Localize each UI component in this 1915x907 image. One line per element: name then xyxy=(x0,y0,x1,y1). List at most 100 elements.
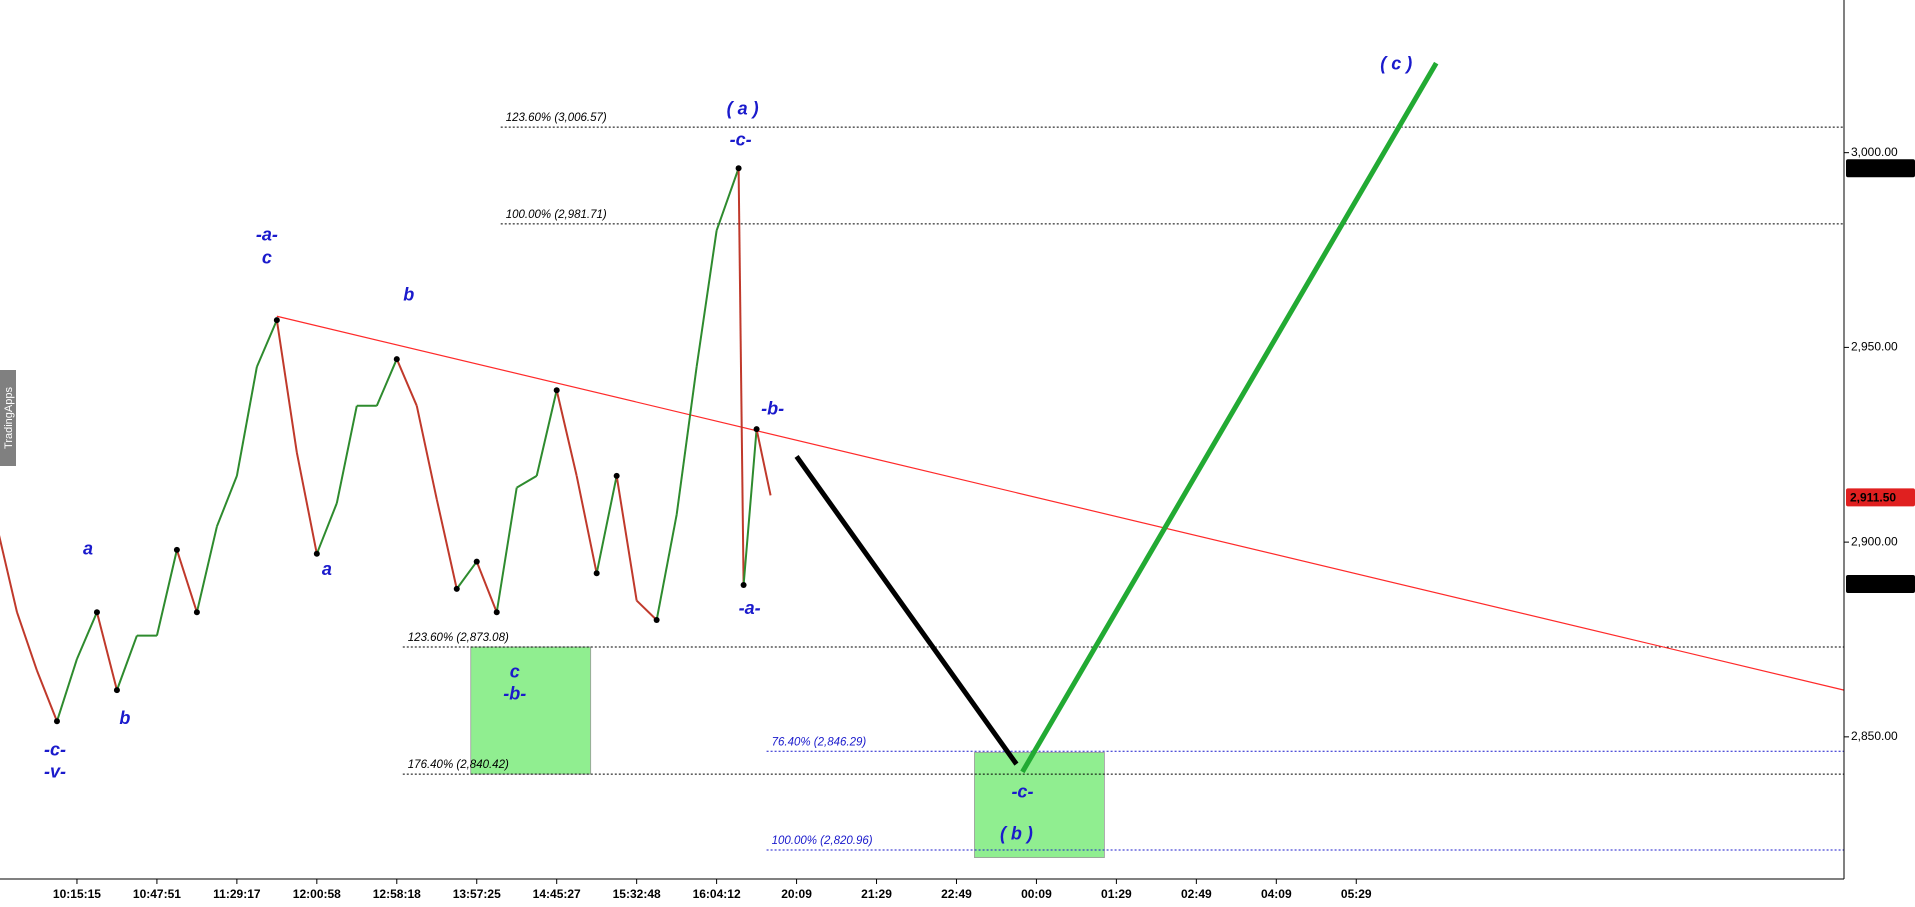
price-segment xyxy=(235,366,258,477)
price-segment xyxy=(516,475,538,489)
target-zone xyxy=(974,752,1105,858)
wave-label: c xyxy=(262,248,272,268)
pivot-dot xyxy=(193,609,200,616)
fib-label: 100.00% (2,820.96) xyxy=(772,835,873,847)
x-tick-label: 21:29 xyxy=(861,887,892,901)
wave-label: b xyxy=(119,708,130,728)
fib-label: 100.00% (2,981.71) xyxy=(506,209,607,221)
wave-label: -a- xyxy=(739,598,761,618)
projection xyxy=(794,454,1019,766)
x-tick-label: 22:49 xyxy=(941,887,972,901)
price-segment xyxy=(655,514,678,621)
x-tick-label: 00:09 xyxy=(1021,887,1052,901)
price-segment xyxy=(36,670,58,722)
pivot-dot xyxy=(93,609,100,616)
trendline xyxy=(276,315,1845,691)
price-segment xyxy=(415,405,438,500)
x-tick-label: 13:57:25 xyxy=(453,887,501,901)
price-segment xyxy=(335,405,358,504)
pivot-dot xyxy=(740,581,747,588)
x-tick-label: 10:47:51 xyxy=(133,887,181,901)
pivot-dot xyxy=(613,472,620,479)
price-segment xyxy=(155,549,178,636)
price-segment xyxy=(475,561,498,613)
price-segment xyxy=(615,475,638,601)
x-tick-label: 12:00:58 xyxy=(293,887,341,901)
price-segment xyxy=(695,230,718,368)
price-segment xyxy=(635,599,658,621)
pivot-dot xyxy=(173,546,180,553)
price-segment xyxy=(435,499,458,590)
y-tick-label: 2,850.00 xyxy=(1851,729,1898,743)
price-segment xyxy=(76,611,98,660)
y-tick-label: 3,000.00 xyxy=(1851,145,1898,159)
wave-label: -a- xyxy=(256,224,278,244)
price-segment xyxy=(575,475,598,574)
pivot-dot xyxy=(453,585,460,592)
price-segment xyxy=(535,390,558,477)
x-tick-label: 02:49 xyxy=(1181,887,1212,901)
pivot-dot xyxy=(753,426,760,433)
pivot-dot xyxy=(735,165,742,172)
price-segment xyxy=(455,561,478,590)
wave-label: ( b ) xyxy=(1000,824,1033,844)
wave-label: -b- xyxy=(503,684,526,704)
wave-label: -c- xyxy=(44,740,66,760)
y-tick-label: 2,950.00 xyxy=(1851,340,1898,354)
price-segment xyxy=(742,429,758,586)
x-tick-label: 05:29 xyxy=(1341,887,1372,901)
price-segment xyxy=(315,502,338,555)
pivot-dot xyxy=(653,617,660,624)
watermark-tab xyxy=(0,370,16,466)
wave-label: -v- xyxy=(44,761,66,781)
x-tick-label: 16:04:12 xyxy=(693,887,741,901)
price-segment xyxy=(375,358,398,407)
price-tag xyxy=(1846,488,1915,507)
pivot-dot xyxy=(273,317,280,324)
wave-label: a xyxy=(83,539,93,559)
price-tag xyxy=(1846,574,1915,593)
price-segment xyxy=(395,358,418,407)
wave-label: -c- xyxy=(1011,781,1033,801)
price-segment xyxy=(175,549,198,613)
watermark: TradingApps xyxy=(3,387,15,449)
fib-label: 123.60% (2,873.08) xyxy=(408,632,509,644)
pivot-dot xyxy=(113,687,120,694)
price-segment xyxy=(0,534,18,613)
price-segment xyxy=(56,658,78,722)
projection xyxy=(1020,61,1439,774)
fib-label: 123.60% (3,006.57) xyxy=(506,112,607,124)
x-tick-label: 14:45:27 xyxy=(533,887,581,901)
price-segment xyxy=(275,319,298,453)
pivot-dot xyxy=(313,550,320,557)
pivot-dot xyxy=(473,558,480,565)
price-segment xyxy=(95,611,118,691)
price-segment xyxy=(215,475,238,527)
wave-label: -c- xyxy=(730,130,752,150)
wave-label: -b- xyxy=(761,398,784,418)
price-segment xyxy=(295,452,318,554)
price-segment xyxy=(675,366,698,515)
wave-label: ( c ) xyxy=(1380,53,1412,73)
x-tick-label: 11:29:17 xyxy=(213,887,261,901)
x-tick-label: 20:09 xyxy=(781,887,812,901)
price-segment xyxy=(115,635,138,691)
price-tag-label: 2,911.50 xyxy=(1850,491,1896,505)
x-tick-label: 04:09 xyxy=(1261,887,1292,901)
price-segment xyxy=(755,428,772,496)
pivot-dot xyxy=(553,387,560,394)
x-tick-label: 12:58:18 xyxy=(373,887,421,901)
target-zone xyxy=(470,646,592,775)
fib-label: 176.40% (2,840.42) xyxy=(408,759,509,771)
price-segment xyxy=(255,319,278,368)
x-tick-label: 15:32:48 xyxy=(613,887,661,901)
x-tick-label: 01:29 xyxy=(1101,887,1132,901)
price-tag-label: 2,889.25 xyxy=(1850,577,1897,591)
y-tick-label: 2,900.00 xyxy=(1851,534,1898,548)
price-segment xyxy=(715,167,740,231)
fib-label: 76.40% (2,846.29) xyxy=(772,736,867,748)
price-segment xyxy=(555,390,578,477)
wave-label: b xyxy=(403,284,414,304)
price-segment xyxy=(195,526,218,613)
